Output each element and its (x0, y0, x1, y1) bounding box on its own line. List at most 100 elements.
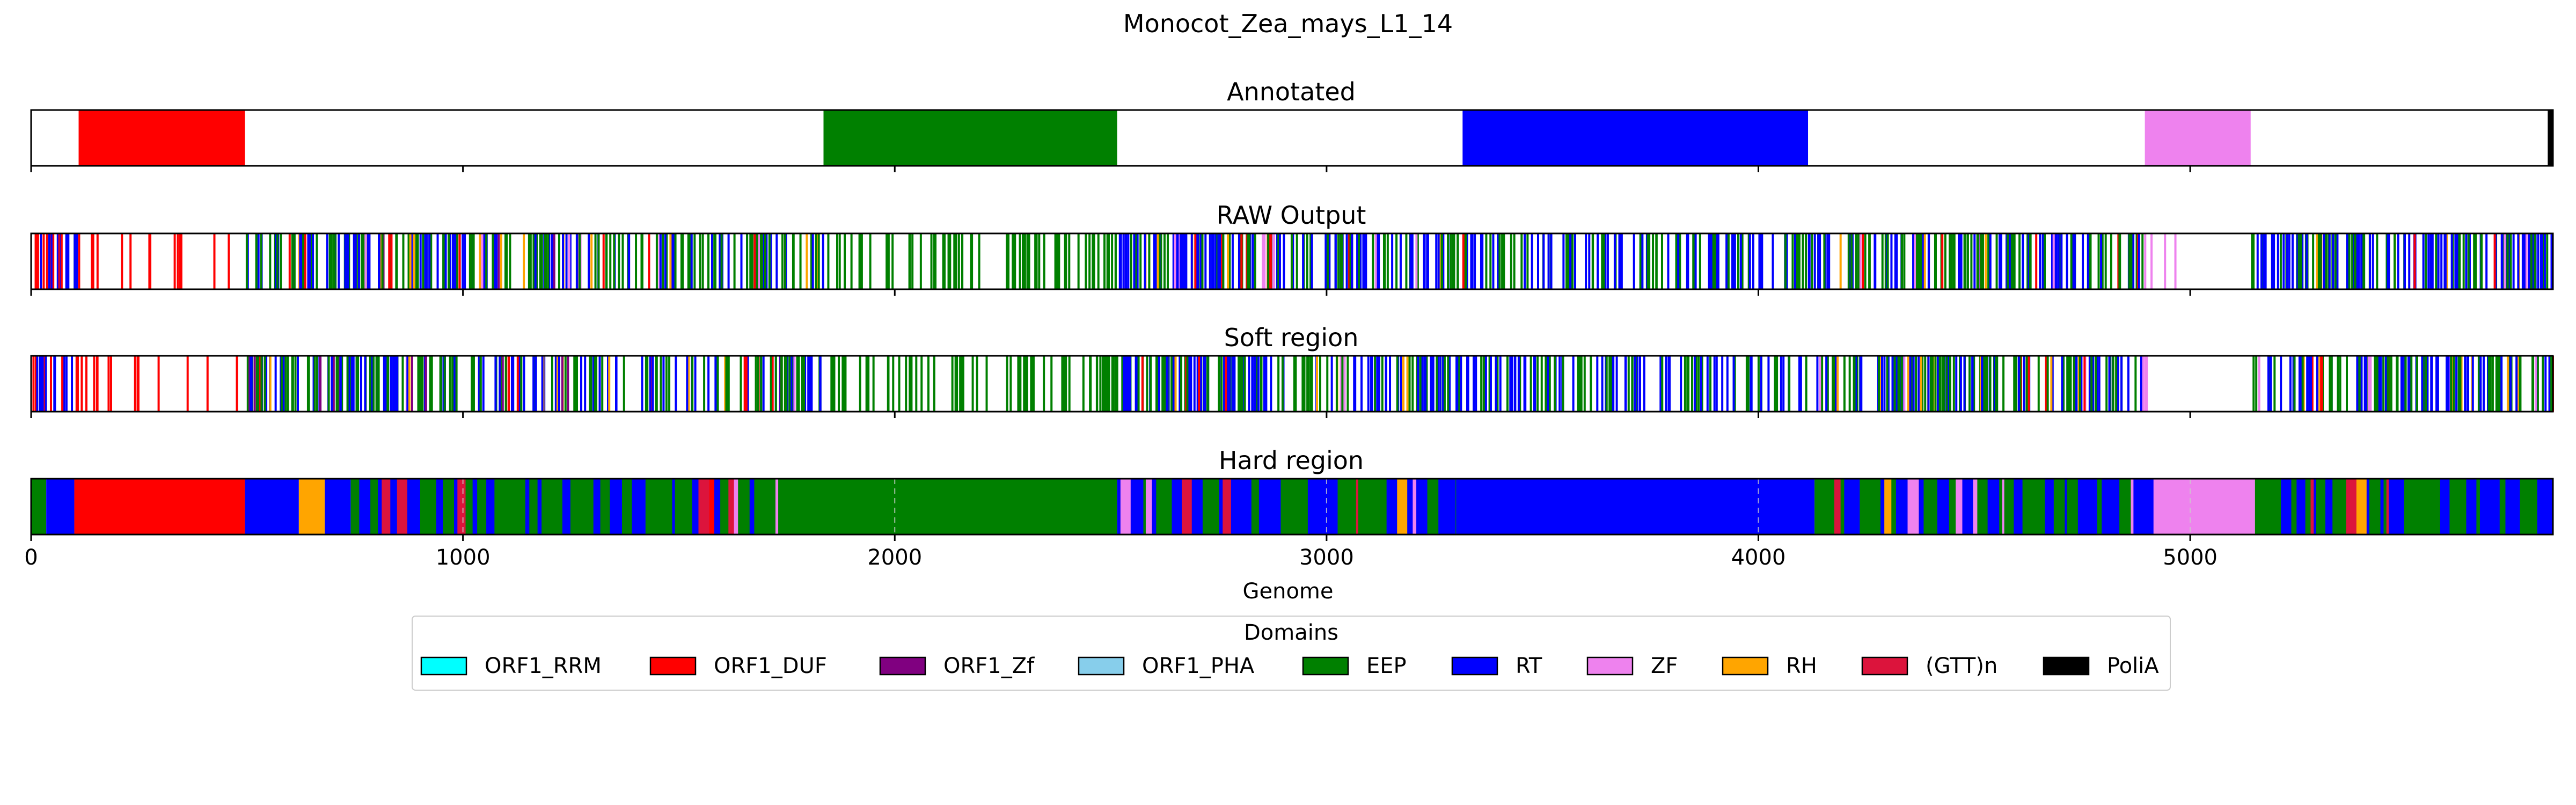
domain-segment (2530, 479, 2538, 535)
domain-segment (1825, 479, 1835, 535)
domain-segment (1413, 479, 1417, 535)
domain-segment (1268, 479, 1272, 535)
domain-segment (1397, 479, 1408, 535)
domain-segment (675, 479, 684, 535)
domain-segment (1931, 479, 1938, 535)
legend-swatch (879, 656, 926, 676)
domain-segment (1834, 479, 1841, 535)
domain-segment (2429, 479, 2441, 535)
domain-segment (2271, 479, 2281, 535)
domain-segment (465, 479, 473, 535)
domain-segment (1231, 479, 1236, 535)
domain-segment (1137, 479, 1144, 535)
domain-segment (418, 479, 421, 535)
track-raw-output: RAW Output (30, 201, 2554, 296)
track-background (31, 110, 2553, 166)
domain-segment (1298, 479, 1308, 535)
domain-segment (74, 479, 245, 535)
domain-segment (2065, 479, 2067, 535)
domain-segment (754, 479, 765, 535)
domain-segment (1145, 479, 1152, 535)
domain-segment (1143, 479, 1146, 535)
domain-segment (2314, 479, 2317, 535)
legend-swatch (420, 656, 467, 676)
domain-segment (515, 479, 526, 535)
domain-segment (764, 479, 773, 535)
domain-segment (1372, 479, 1377, 535)
x-tick-label: 4000 (1731, 545, 1786, 570)
domain-segment (1276, 479, 1281, 535)
domain-segment (632, 479, 637, 535)
legend-swatch (1722, 656, 1769, 676)
domain-segment (2551, 479, 2553, 535)
domain-segment (1943, 479, 1950, 535)
domain-segment (720, 479, 729, 535)
domain-segment (558, 479, 563, 535)
domain-segment (2148, 479, 2154, 535)
domain-segment (2456, 479, 2467, 535)
domain-segment (575, 479, 585, 535)
domain-segment (652, 479, 662, 535)
domain-segment (2291, 479, 2297, 535)
track-title: Hard region (1219, 446, 1364, 475)
domain-segment (415, 479, 419, 535)
domain-segment (2281, 479, 2292, 535)
domain-segment (2466, 479, 2477, 535)
domain-segment (2131, 479, 2134, 535)
legend-entry: RH (1722, 654, 1817, 678)
domain-segment (1844, 479, 1852, 535)
legend-label: PoliA (2107, 654, 2159, 678)
domain-segment (584, 479, 594, 535)
domain-segment (2133, 479, 2145, 535)
legend-swatch (1302, 656, 1349, 676)
domain-segment (1937, 479, 1943, 535)
domain-segment (772, 479, 776, 535)
domain-segment (1851, 479, 1860, 535)
domain-segment (2257, 479, 2261, 535)
domain-segment (714, 479, 721, 535)
domain-segment (2356, 479, 2367, 535)
track-frame (30, 355, 2554, 413)
domain-segment (749, 479, 755, 535)
legend-swatch (1078, 656, 1125, 676)
domain-segment (570, 479, 575, 535)
domain-segment (1346, 479, 1357, 535)
domain-segment (2479, 479, 2490, 535)
track-title: RAW Output (1217, 201, 1366, 230)
domain-segment (1949, 479, 1956, 535)
domain-segment (2440, 479, 2450, 535)
domain-segment (1880, 479, 1885, 535)
domain-segment (2548, 110, 2553, 166)
legend-entry: ORF1_RRM (420, 654, 602, 678)
domain-segment (1438, 479, 1445, 535)
domain-segment (457, 479, 466, 535)
domain-segment (397, 479, 408, 535)
domain-segment (734, 479, 738, 535)
domain-segment (2305, 479, 2311, 535)
domain-segment (2045, 479, 2051, 535)
domain-segment (645, 479, 653, 535)
domain-segment (1840, 479, 1845, 535)
domain-segment (2537, 479, 2543, 535)
domain-segment (2262, 479, 2272, 535)
domain-segment (1907, 479, 1919, 535)
domain-segment (2508, 479, 2520, 535)
figure-title: Monocot_Zea_mays_L1_14 (1123, 9, 1453, 38)
domain-segment (2145, 110, 2251, 166)
domain-segment (2410, 479, 2413, 535)
domain-segment (541, 479, 546, 535)
domain-segment (1160, 479, 1172, 535)
track-annotated: Annotated (30, 77, 2554, 172)
legend-entry: ORF1_PHA (1078, 654, 1255, 678)
legend-title: Domains (1244, 620, 1338, 645)
domain-segment (2014, 479, 2023, 535)
domain-segment (2338, 479, 2341, 535)
x-axis-label: Genome (1242, 579, 1333, 604)
domain-segment (1996, 479, 2000, 535)
domain-segment (370, 479, 378, 535)
domain-segment (2077, 479, 2086, 535)
domain-segment (2404, 479, 2410, 535)
domain-segment (1135, 479, 1138, 535)
x-tick-label: 1000 (436, 545, 491, 570)
